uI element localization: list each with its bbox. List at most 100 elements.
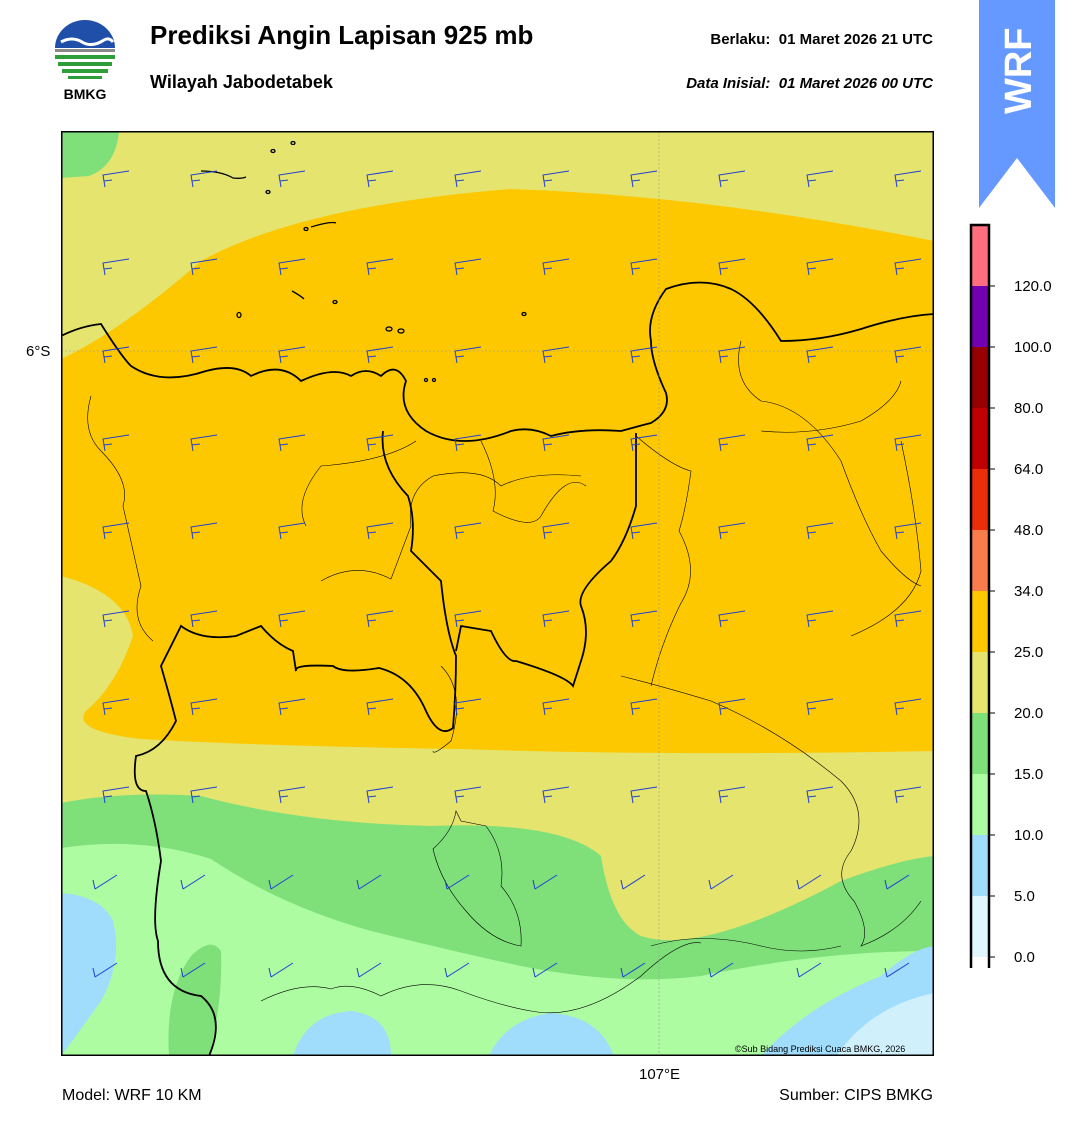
wind-barb: [102, 434, 130, 452]
wind-barb: [894, 170, 922, 188]
wind-barb: [884, 962, 910, 978]
wind-barb: [102, 522, 130, 540]
colorbar-tick-label: 10.0: [1014, 827, 1043, 844]
colorbar-tick-label: 80.0: [1014, 400, 1043, 417]
colorbar-tick-label: 25.0: [1014, 644, 1043, 661]
wind-barb: [278, 434, 306, 452]
wind-barb: [630, 522, 658, 540]
zone-lightblue-b2: [489, 1013, 614, 1056]
wind-barb: [278, 522, 306, 540]
colorbar-swatch: [971, 530, 989, 591]
wind-barb: [190, 346, 218, 364]
wind-barb: [806, 170, 834, 188]
wind-barb: [278, 258, 306, 276]
wind-barb: [630, 258, 658, 276]
wind-speed-colorbar: 0.0 5.0 10.0 15.0 20.0 25.0 34.0 48.0 64.0 80.0 10…: [969, 223, 1052, 968]
wrf-tab-label: WRF: [998, 27, 1040, 114]
wind-map: [61, 131, 934, 1056]
wind-barb: [630, 434, 658, 452]
zone-lightblue-b1: [293, 1011, 391, 1056]
wind-barb: [366, 610, 394, 628]
colorbar-swatch: [971, 652, 989, 713]
wind-barb: [806, 698, 834, 716]
wind-barb: [542, 698, 570, 716]
wind-barb: [718, 610, 746, 628]
wind-barb: [278, 786, 306, 804]
wind-barb: [102, 610, 130, 628]
wind-barb: [542, 610, 570, 628]
wind-barb: [894, 522, 922, 540]
wind-barb: [268, 874, 294, 890]
wind-barb: [356, 962, 382, 978]
wind-barb: [806, 346, 834, 364]
wind-barb: [454, 434, 482, 452]
wind-barb: [630, 346, 658, 364]
wind-barb: [454, 610, 482, 628]
colorbar-swatch: [971, 774, 989, 835]
wind-barb: [454, 786, 482, 804]
colorbar-tick-label: 48.0: [1014, 522, 1043, 539]
wind-barb: [894, 258, 922, 276]
wind-barb: [806, 258, 834, 276]
admin-boundaries: [87, 340, 922, 1014]
wind-barb: [454, 698, 482, 716]
wind-barb: [630, 698, 658, 716]
map-credit: ©Sub Bidang Prediksi Cuaca BMKG, 2026: [735, 1044, 906, 1054]
wind-barb: [102, 346, 130, 364]
wind-barb: [444, 962, 470, 978]
wind-barb: [630, 786, 658, 804]
wind-barb: [620, 874, 646, 890]
colorbar-tick-label: 64.0: [1014, 461, 1043, 478]
wind-barb: [542, 258, 570, 276]
wind-barb: [894, 610, 922, 628]
graticule: [61, 131, 934, 1056]
wind-barb: [542, 522, 570, 540]
wind-barb: [190, 170, 218, 188]
colorbar-swatch: [971, 957, 989, 968]
wind-barb: [796, 962, 822, 978]
wind-barb: [718, 346, 746, 364]
wind-barb: [630, 610, 658, 628]
wind-barb: [366, 786, 394, 804]
wind-barb: [190, 610, 218, 628]
wind-barb: [542, 170, 570, 188]
wind-barb: [806, 522, 834, 540]
colorbar-tick-label: 0.0: [1014, 949, 1035, 966]
colorbar-tick-label: 5.0: [1014, 888, 1035, 905]
wind-barb: [180, 874, 206, 890]
footer-source: Sumber: CIPS BMKG: [779, 1087, 933, 1104]
colorbar-swatch: [971, 896, 989, 957]
wind-barb: [718, 258, 746, 276]
wind-barb: [190, 698, 218, 716]
wind-barb: [356, 874, 382, 890]
colorbar-swatch: [971, 347, 989, 408]
wind-barb: [366, 258, 394, 276]
wind-barb: [180, 962, 206, 978]
colorbar-frame: [969, 223, 991, 968]
wind-barb: [366, 522, 394, 540]
wind-barb: [190, 258, 218, 276]
wind-barb: [278, 170, 306, 188]
colorbar-tick-label: 34.0: [1014, 583, 1043, 600]
longitude-label: 107°E: [639, 1066, 681, 1083]
wind-barb: [806, 610, 834, 628]
wind-barb: [102, 258, 130, 276]
wind-barb: [454, 170, 482, 188]
valid-label: Berlaku:: [710, 31, 771, 48]
wind-barb: [366, 170, 394, 188]
colorbar-tick-label: 15.0: [1014, 766, 1043, 783]
wind-barb: [542, 346, 570, 364]
wind-barb: [190, 522, 218, 540]
wind-barb: [708, 962, 734, 978]
wind-barb: [806, 786, 834, 804]
page-title: Prediksi Angin Lapisan 925 mb: [150, 20, 534, 50]
zone-paleblue: [836, 993, 934, 1056]
wind-barb: [278, 698, 306, 716]
zone-lightblue-left: [61, 893, 117, 1056]
wind-barb: [718, 434, 746, 452]
wind-barb: [542, 786, 570, 804]
wind-barb: [542, 434, 570, 452]
wind-barb: [620, 962, 646, 978]
wind-barb: [718, 522, 746, 540]
zone-orange: [61, 189, 934, 754]
